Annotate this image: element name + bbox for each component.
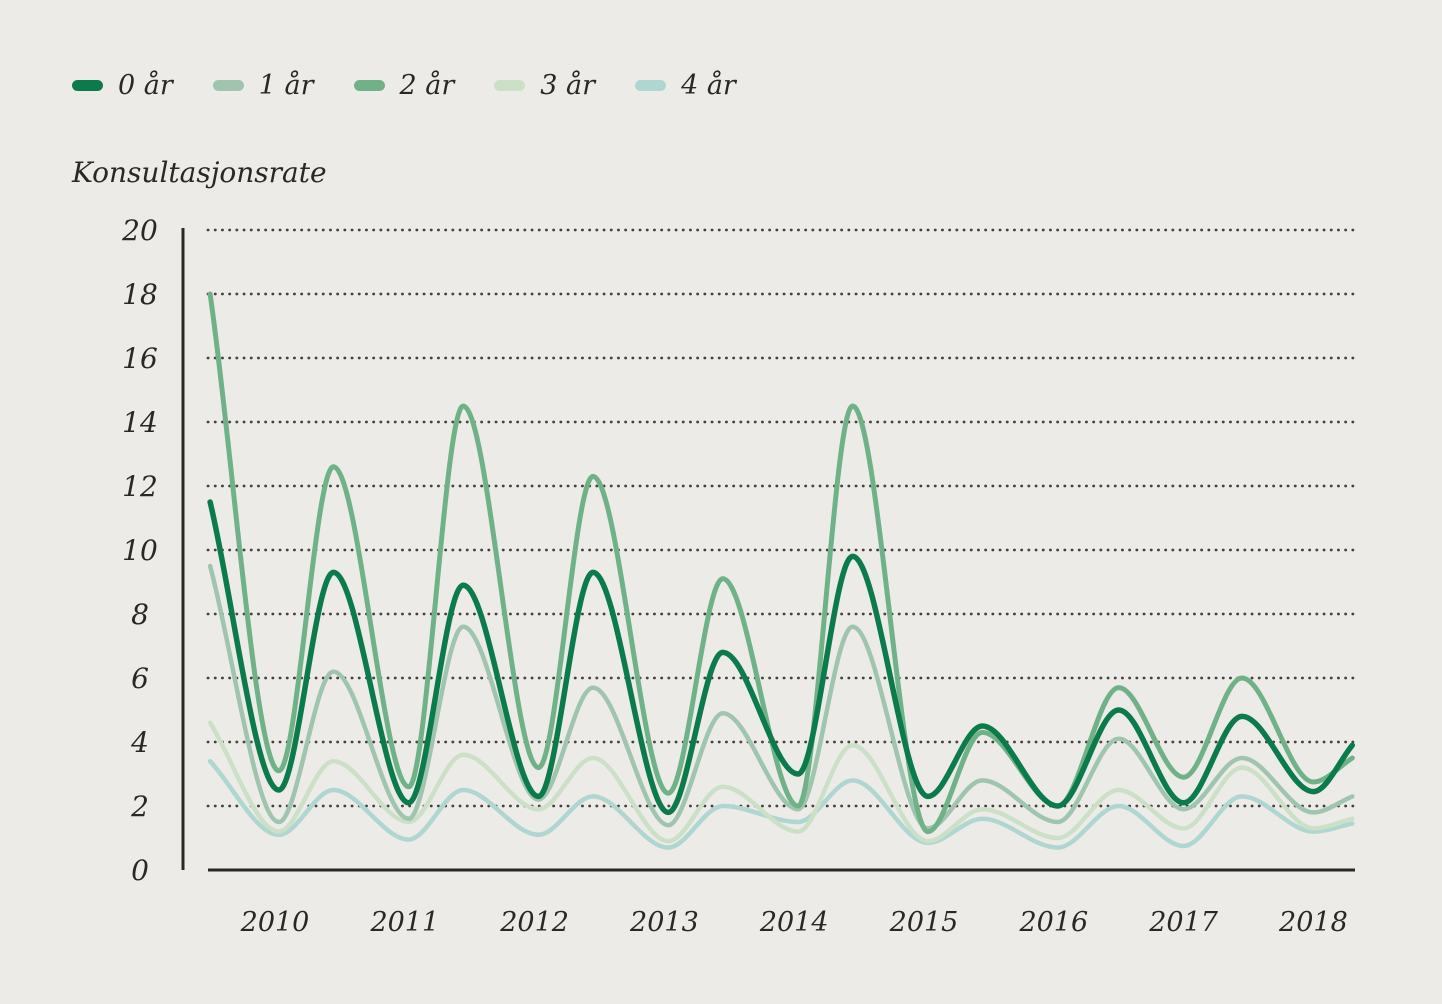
x-tick-label-2012: 2012 xyxy=(499,907,569,938)
y-tick-label-10: 10 xyxy=(122,534,158,567)
y-tick-label-0: 0 xyxy=(131,854,149,887)
legend-swatch-2-ar xyxy=(353,80,385,91)
x-tick-label-2017: 2017 xyxy=(1148,907,1219,938)
x-tick-label-2011: 2011 xyxy=(369,907,439,938)
series-line-0-ar xyxy=(207,499,1356,816)
series-line-2-ar xyxy=(207,291,1355,835)
legend-swatch-1-ar xyxy=(212,80,244,91)
legend-swatch-3-ar xyxy=(494,80,526,91)
legend-label-3-ar: 3 år xyxy=(540,70,596,101)
y-axis-title: Konsultasjonsrate xyxy=(72,156,327,189)
y-tick-label-18: 18 xyxy=(122,278,158,311)
y-tick-label-8: 8 xyxy=(131,598,149,631)
y-tick-label-12: 12 xyxy=(122,470,158,503)
legend-item-4-ar: 4 år xyxy=(635,72,736,99)
legend-item-0-ar: 0 år xyxy=(72,72,173,99)
legend-swatch-4-ar xyxy=(635,80,667,91)
legend-label-0-ar: 0 år xyxy=(118,70,173,101)
legend-label-1-ar: 1 år xyxy=(258,70,314,101)
y-tick-label-4: 4 xyxy=(130,726,149,759)
x-tick-label-2016: 2016 xyxy=(1018,907,1088,938)
x-tick-label-2018: 2018 xyxy=(1278,907,1348,938)
series-line-1-ar xyxy=(207,563,1355,831)
legend-item-2-ar: 2 år xyxy=(353,70,455,101)
x-tick-label-2010: 2010 xyxy=(240,907,310,938)
y-tick-label-14: 14 xyxy=(122,406,158,439)
y-tick-label-16: 16 xyxy=(122,342,158,375)
legend-label-2-ar: 2 år xyxy=(399,70,455,101)
y-tick-label-6: 6 xyxy=(131,662,149,695)
legend-item-1-ar: 1 år xyxy=(212,70,314,101)
x-tick-label-2013: 2013 xyxy=(629,907,699,938)
legend-swatch-0-ar xyxy=(72,80,103,91)
legend: 0 år 1 år 2 år 3 år 4 år xyxy=(72,72,776,99)
x-tick-label-2014: 2014 xyxy=(759,907,829,938)
x-tick-label-2015: 2015 xyxy=(889,907,959,938)
series-line-4-ar xyxy=(207,758,1355,850)
y-tick-label-20: 20 xyxy=(121,214,158,247)
y-tick-label-2: 2 xyxy=(130,790,149,823)
series-line-3-ar xyxy=(207,720,1355,844)
legend-item-3-ar: 3 år xyxy=(494,72,595,99)
legend-label-4-ar: 4 år xyxy=(681,70,736,101)
